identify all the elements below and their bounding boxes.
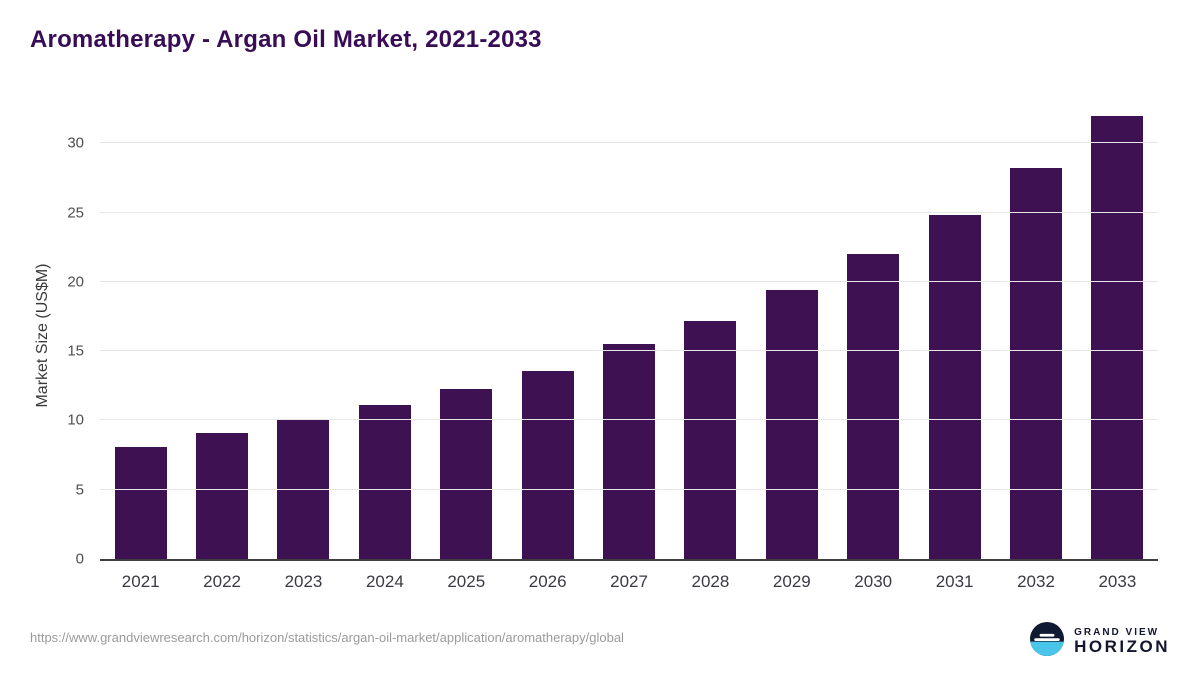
bar [603,344,656,559]
x-tick-label: 2031 [935,572,974,591]
gridline [100,350,1158,352]
x-tick-label: 2021 [121,572,160,591]
bar-chart: 0 5 10 15 20 25 30 [67,110,1158,568]
gridline [100,280,1158,282]
x-tick-label: 2033 [1098,572,1137,591]
x-tick-label: 2024 [365,572,404,591]
gridline [100,142,1158,144]
bar-slot [995,110,1076,559]
bar-slot [100,110,181,559]
plot-area: 0 5 10 15 20 25 30 [67,110,1158,568]
bar [1091,115,1144,559]
bar-slot [751,110,832,559]
y-tick-label: 0 [75,550,84,568]
bar-slot [670,110,751,559]
bar-slot [181,110,262,559]
bar [440,388,493,559]
bar [521,370,574,559]
gridline [100,211,1158,213]
source-url: https://www.grandviewresearch.com/horizo… [30,630,624,645]
x-tick-label: 2032 [1017,572,1055,591]
bar [765,290,818,559]
y-tick-label: 20 [67,273,84,291]
bar [114,446,167,559]
x-tick-label: 2022 [203,572,241,591]
x-tick-label: 2027 [610,572,648,591]
x-labels: 2021 2022 2023 2024 2025 2026 2027 2028 2029 2030… [100,572,1158,592]
bar [358,405,411,559]
chart-title: Aromatherapy - Argan Oil Market, 2021-20… [30,26,542,53]
bar-slot [914,110,995,559]
bar-slot [263,110,344,559]
brand-text: GRAND VIEW HORIZON [1074,627,1170,657]
y-tick-label: 30 [67,134,84,152]
bar [196,432,249,559]
y-tick-label: 25 [67,204,84,222]
y-tick-label: 15 [67,342,84,360]
y-tick-label: 5 [75,481,84,499]
y-tick-label: 10 [67,411,84,429]
bar [847,254,900,559]
x-tick-label: 2028 [691,572,730,591]
horizon-logo-icon [1030,622,1065,661]
x-tick-label: 2023 [284,572,323,591]
gridline [100,488,1158,490]
x-tick-label: 2029 [772,572,811,591]
x-tick-label: 2030 [854,572,893,591]
bar-slot [833,110,914,559]
bar-slot [344,110,425,559]
bar-slot [426,110,507,559]
bar [1009,168,1062,559]
bar-slot [1077,110,1158,559]
x-tick-label: 2025 [447,572,486,591]
brand-line1: GRAND VIEW [1074,626,1160,638]
bar [684,320,737,559]
y-axis-label: Market Size (US$M) [34,263,51,408]
brand-line2: HORIZON [1074,636,1170,656]
bars [100,110,1158,559]
bar-slot [588,110,669,559]
bar [928,215,981,559]
x-tick-label: 2026 [528,572,567,591]
gridline [100,419,1158,421]
brand-logo: GRAND VIEW HORIZON [1030,622,1170,661]
bar-slot [507,110,588,559]
